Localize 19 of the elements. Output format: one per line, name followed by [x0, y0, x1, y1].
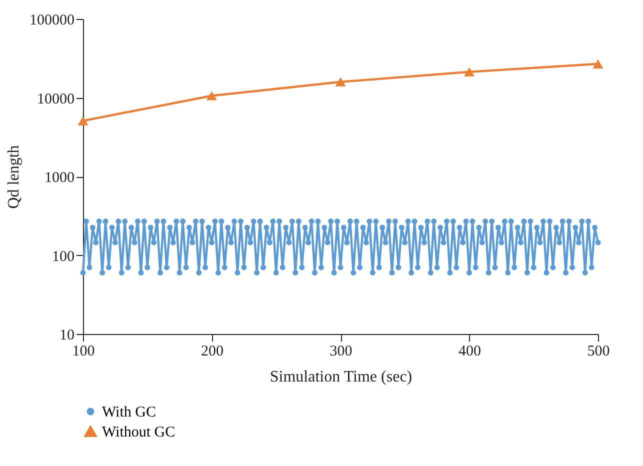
point: [464, 67, 474, 76]
point: [335, 77, 346, 86]
legend-label: With GC: [102, 404, 156, 420]
legend-label: Without GC: [102, 424, 176, 440]
y-tick-label: 10000: [37, 91, 74, 108]
y-tick-label: 100000: [30, 12, 74, 28]
point: [78, 116, 88, 126]
x-tick-label: 200: [201, 344, 224, 360]
x-tick-label: 100: [72, 344, 95, 360]
x-tick-label: 400: [458, 344, 481, 360]
point: [592, 59, 604, 68]
y-tick-label: 1000: [44, 170, 74, 186]
y-tick-label: 10: [60, 328, 74, 344]
x-axis-title: Simulation Time (sec): [270, 368, 412, 386]
x-tick-label: 300: [330, 344, 352, 360]
x-tick-label: 500: [587, 344, 610, 360]
point: [206, 91, 217, 100]
y-tick-label: 100: [52, 248, 74, 265]
y-axis-title: Qd length: [6, 145, 22, 209]
